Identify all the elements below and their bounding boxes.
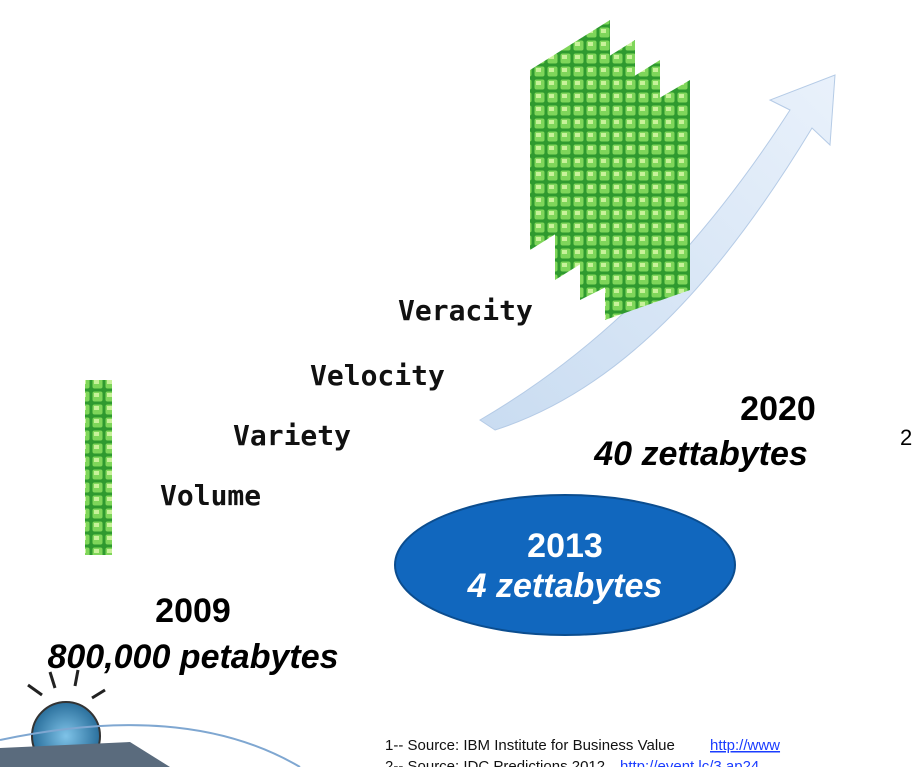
amount: 4 zettabytes <box>467 567 663 605</box>
v-label: Velocity <box>310 359 445 392</box>
cube-stack <box>530 20 690 320</box>
year: 2020 <box>740 390 816 428</box>
year: 2013 <box>527 527 603 565</box>
footnote: 2-- Source: IDC Predictions 2012 <box>385 758 605 767</box>
logo <box>27 669 106 700</box>
swoosh-band <box>0 742 170 767</box>
v-label: Veracity <box>398 294 533 327</box>
footnote-link[interactable]: http://www <box>710 737 780 754</box>
footnote-ref: 2 <box>900 425 912 450</box>
highlight-ellipse <box>394 494 736 636</box>
v-label: Volume <box>160 479 261 512</box>
amount: 40 zettabytes <box>593 435 808 473</box>
amount: 800,000 petabytes <box>47 638 338 676</box>
cube-column <box>85 380 112 555</box>
footnote-link[interactable]: http://event.lc/3.ap24 <box>620 758 759 767</box>
swoosh <box>0 724 301 767</box>
year: 2009 <box>155 592 231 630</box>
v-label: Variety <box>233 419 351 452</box>
footnote: 1-- Source: IBM Institute for Business V… <box>385 737 675 754</box>
growth-arrow <box>479 74 836 431</box>
